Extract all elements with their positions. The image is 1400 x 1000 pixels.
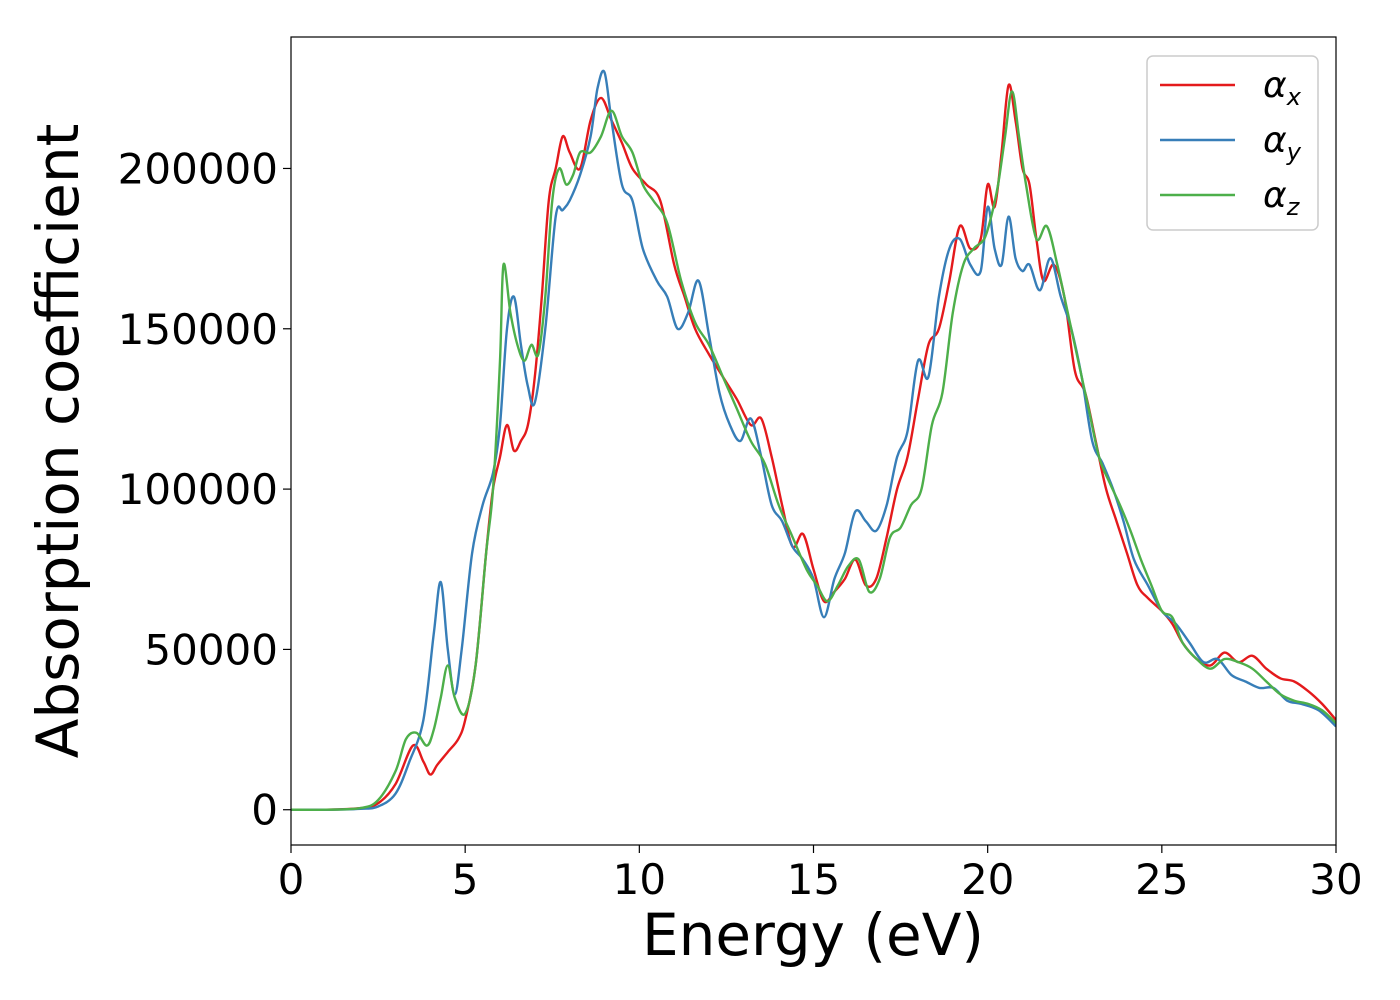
x-tick-label: 30 [1309,855,1362,904]
x-tick-label: 5 [452,855,479,904]
series-layer [291,69,1336,812]
y-tick-label: 100000 [118,465,278,514]
legend: αx αy αz [1146,55,1319,231]
y-axis-ticks: 0 50000 100000 150000 200000 [118,144,291,835]
y-tick-label: 0 [251,786,278,835]
y-tick-label: 50000 [144,625,278,674]
x-axis-label: Energy (eV) [642,901,984,969]
x-tick-label: 10 [613,855,666,904]
legend-label-z: αz [1263,175,1301,221]
legend-label-x: αx [1263,65,1302,111]
legend-label-y: αy [1263,120,1302,166]
y-axis-label: Absorption coefficient [24,124,92,759]
series-line-z [291,90,1336,812]
y-tick-label: 200000 [118,144,278,193]
x-tick-label: 20 [961,855,1014,904]
x-tick-label: 0 [278,855,305,904]
x-tick-label: 15 [787,855,840,904]
x-axis-ticks: 0 5 10 15 20 25 30 [278,845,1363,904]
y-tick-label: 150000 [118,305,278,354]
series-line-x [291,83,1336,812]
x-tick-label: 25 [1135,855,1188,904]
legend-box [1146,55,1319,231]
